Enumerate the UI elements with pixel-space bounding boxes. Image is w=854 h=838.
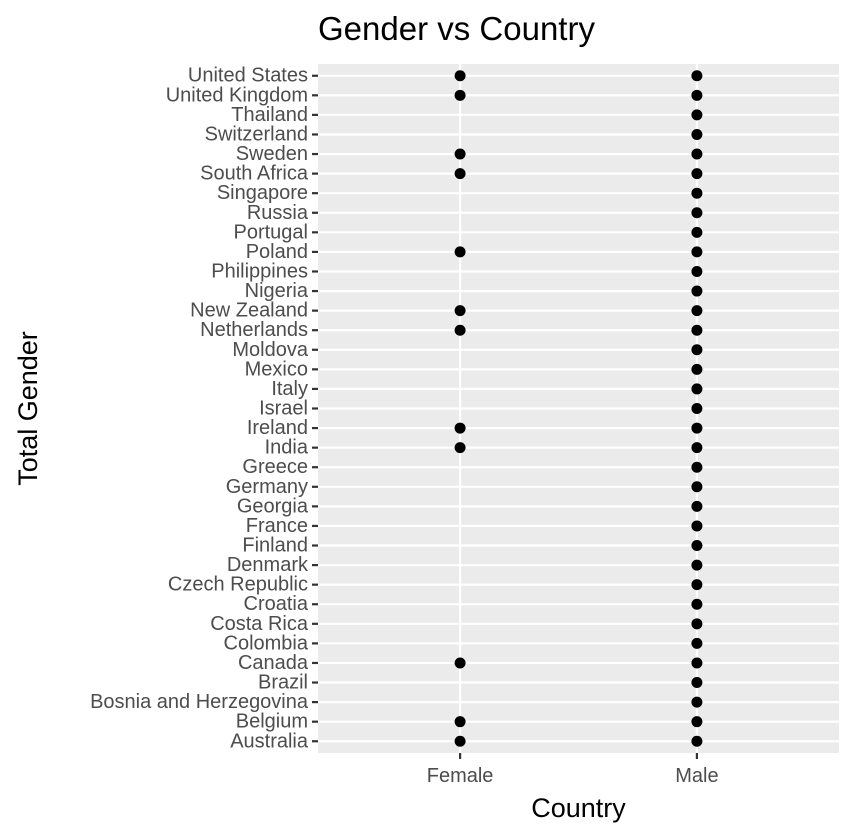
point-moldova-male	[691, 344, 703, 356]
y-tick-label-denmark: Denmark	[227, 554, 309, 576]
point-croatia-male	[691, 598, 703, 610]
point-russia-male	[691, 207, 703, 219]
grid-lines	[318, 64, 839, 753]
point-sweden-male	[691, 148, 703, 160]
point-thailand-male	[691, 109, 703, 121]
point-czech-republic-male	[691, 579, 703, 591]
point-united-kingdom-male	[691, 89, 703, 101]
point-ireland-female	[454, 422, 466, 434]
y-tick-label-ireland: Ireland	[247, 417, 308, 439]
x-tick-label-female: Female	[427, 765, 494, 787]
point-south-africa-female	[454, 168, 466, 180]
x-tick-label-male: Male	[675, 765, 718, 787]
point-united-states-male	[691, 70, 703, 82]
y-tick-label-israel: Israel	[259, 398, 308, 420]
y-tick-label-colombia: Colombia	[224, 632, 309, 654]
y-tick-label-greece: Greece	[242, 456, 308, 478]
point-netherlands-female	[454, 324, 466, 336]
point-germany-male	[691, 481, 703, 493]
point-poland-female	[454, 246, 466, 258]
y-tick-label-united-kingdom: United Kingdom	[166, 84, 308, 106]
y-tick-label-france: France	[246, 515, 308, 537]
y-tick-label-sweden: Sweden	[236, 143, 308, 165]
chart-title: Gender vs Country	[318, 10, 595, 47]
y-tick-label-australia: Australia	[230, 730, 309, 752]
y-tick-label-netherlands: Netherlands	[200, 319, 308, 341]
point-israel-male	[691, 403, 703, 414]
y-tick-label-moldova: Moldova	[232, 339, 308, 361]
point-singapore-male	[691, 187, 703, 199]
point-finland-male	[691, 540, 703, 552]
y-tick-label-new-zealand: New Zealand	[190, 300, 308, 322]
y-tick-label-bosnia-and-herzegovina: Bosnia and Herzegovina	[90, 691, 309, 713]
y-tick-label-russia: Russia	[247, 202, 309, 224]
point-france-male	[691, 520, 703, 532]
point-india-male	[691, 442, 703, 454]
point-portugal-male	[691, 226, 703, 238]
point-italy-male	[691, 383, 703, 395]
y-tick-label-singapore: Singapore	[217, 182, 308, 204]
point-australia-male	[691, 735, 703, 747]
point-south-africa-male	[691, 168, 703, 180]
point-philippines-male	[691, 265, 703, 277]
y-tick-label-india: India	[265, 437, 309, 459]
point-united-kingdom-female	[454, 89, 466, 101]
x-axis-title: Country	[531, 793, 626, 823]
point-bosnia-and-herzegovina-male	[691, 696, 703, 708]
y-tick-label-canada: Canada	[238, 652, 309, 674]
y-tick-label-poland: Poland	[246, 241, 308, 263]
point-nigeria-male	[691, 285, 703, 297]
point-poland-male	[691, 246, 703, 258]
point-belgium-male	[691, 716, 703, 728]
point-sweden-female	[454, 148, 466, 160]
point-greece-male	[691, 461, 703, 473]
y-tick-label-georgia: Georgia	[237, 495, 309, 517]
y-tick-label-belgium: Belgium	[236, 711, 308, 733]
point-united-states-female	[454, 70, 466, 82]
y-tick-label-germany: Germany	[226, 476, 308, 498]
data-points	[454, 70, 703, 747]
point-ireland-male	[691, 422, 703, 434]
y-tick-label-italy: Italy	[271, 378, 308, 400]
point-australia-female	[454, 735, 466, 747]
point-belgium-female	[454, 716, 466, 728]
y-tick-label-south-africa: South Africa	[200, 163, 309, 185]
point-georgia-male	[691, 500, 703, 512]
x-axis: Female Male	[427, 753, 719, 787]
y-tick-label-thailand: Thailand	[231, 104, 308, 126]
y-tick-label-mexico: Mexico	[245, 358, 308, 380]
point-new-zealand-male	[691, 305, 703, 317]
y-tick-label-croatia: Croatia	[244, 593, 309, 615]
y-tick-label-philippines: Philippines	[211, 260, 308, 282]
point-brazil-male	[691, 677, 703, 689]
y-tick-label-united-states: United States	[188, 65, 308, 87]
point-netherlands-male	[691, 324, 703, 336]
y-tick-label-nigeria: Nigeria	[245, 280, 309, 302]
y-tick-label-portugal: Portugal	[234, 221, 309, 243]
point-india-female	[454, 442, 466, 454]
point-switzerland-male	[691, 128, 703, 140]
y-axis-title: Total Gender	[13, 331, 43, 486]
y-tick-label-costa-rica: Costa Rica	[210, 613, 309, 635]
point-canada-male	[691, 657, 703, 669]
point-costa-rica-male	[691, 618, 703, 630]
point-new-zealand-female	[454, 305, 466, 317]
point-mexico-male	[691, 363, 703, 375]
y-tick-label-finland: Finland	[242, 535, 308, 557]
y-tick-label-czech-republic: Czech Republic	[168, 574, 308, 596]
point-colombia-male	[691, 637, 703, 649]
y-tick-label-brazil: Brazil	[258, 672, 308, 694]
y-tick-label-switzerland: Switzerland	[205, 123, 308, 145]
point-canada-female	[454, 657, 466, 669]
point-denmark-male	[691, 559, 703, 571]
